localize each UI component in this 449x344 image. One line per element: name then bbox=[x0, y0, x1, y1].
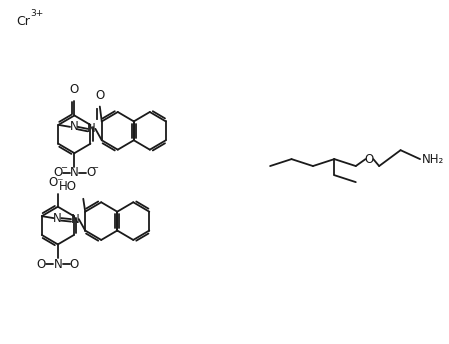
Text: −: − bbox=[91, 163, 98, 173]
Text: N: N bbox=[53, 258, 62, 271]
Text: O: O bbox=[365, 153, 374, 165]
Text: O: O bbox=[53, 166, 62, 180]
Text: O: O bbox=[86, 166, 96, 180]
Text: O⁻: O⁻ bbox=[48, 176, 64, 189]
Text: N: N bbox=[87, 122, 96, 135]
Text: N: N bbox=[70, 166, 79, 180]
Text: O: O bbox=[95, 88, 105, 101]
Text: O: O bbox=[37, 258, 46, 271]
Text: O: O bbox=[70, 258, 79, 271]
Text: N: N bbox=[70, 120, 78, 133]
Text: O: O bbox=[70, 83, 79, 96]
Text: NH₂: NH₂ bbox=[422, 153, 444, 165]
Text: HO: HO bbox=[58, 180, 76, 193]
Text: N: N bbox=[70, 213, 79, 226]
Text: Cr: Cr bbox=[16, 15, 30, 28]
Text: 3+: 3+ bbox=[31, 9, 44, 18]
Text: N: N bbox=[53, 212, 62, 225]
Text: −: − bbox=[60, 163, 67, 173]
